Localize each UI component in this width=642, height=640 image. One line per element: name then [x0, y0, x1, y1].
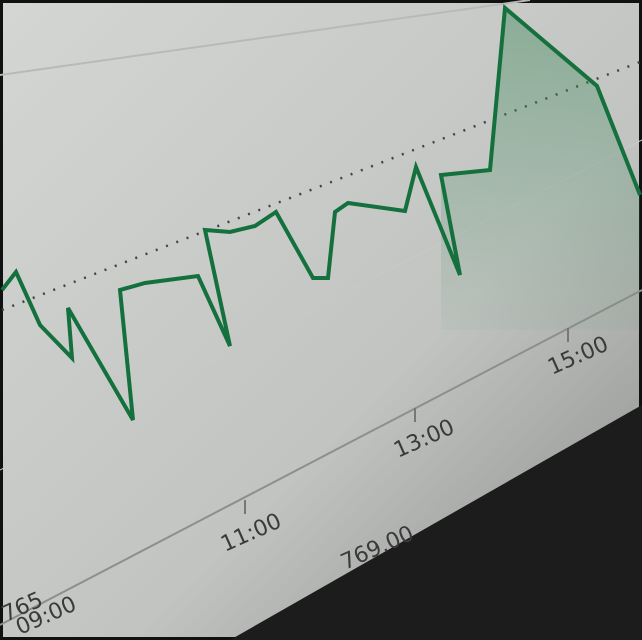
screen-bezel — [230, 405, 642, 640]
price-line — [0, 3, 642, 422]
price-area — [441, 8, 640, 330]
reference-line — [1, 60, 641, 312]
grid-line — [0, 0, 531, 76]
time-axis — [0, 289, 642, 626]
